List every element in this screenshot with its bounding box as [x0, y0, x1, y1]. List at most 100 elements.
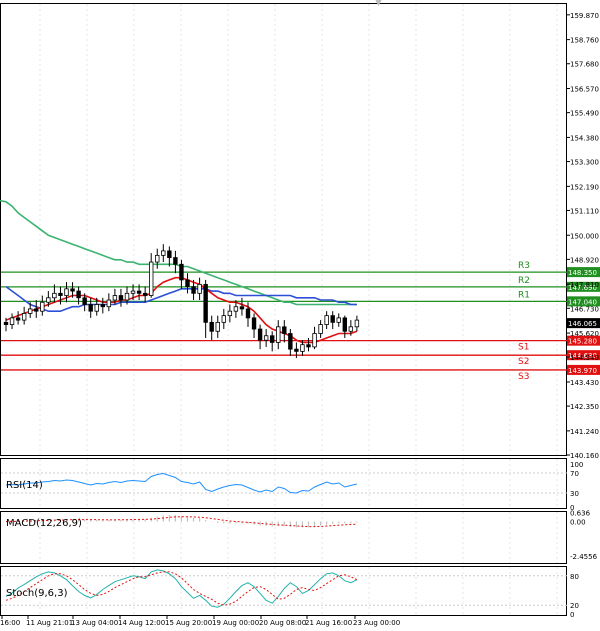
candle-up — [46, 297, 51, 303]
level-tag-S2 — [567, 350, 600, 361]
price-tick-label: 148.920 — [570, 256, 599, 264]
level-tag-S3 — [567, 364, 600, 375]
price-tick-label: 155.490 — [570, 110, 599, 118]
level-tag-text-R3: 148.350 — [568, 269, 597, 277]
current-price-tag — [567, 318, 600, 329]
candle-down — [306, 344, 311, 348]
price-tick-label: 150.000 — [570, 232, 599, 240]
candle-down — [34, 308, 39, 312]
level-name-S1: S1 — [518, 343, 529, 353]
price-tick-label: 147.810 — [570, 281, 599, 289]
level-tag-text-S1: 145.280 — [568, 338, 597, 346]
candle-up — [318, 324, 323, 334]
candle-down — [185, 279, 190, 288]
rsi-line — [5, 472, 358, 494]
candle-up — [221, 315, 226, 323]
level-tag-R2 — [567, 281, 600, 292]
price-tick-label: 142.350 — [570, 403, 599, 411]
level-name-S3: S3 — [518, 372, 529, 382]
candle-down — [82, 297, 87, 305]
candle-down — [167, 250, 172, 258]
x-tick-label: 21 Aug 16:00 — [305, 619, 352, 627]
candle-up — [64, 288, 69, 296]
candle-up — [52, 292, 57, 299]
candle-down — [173, 257, 178, 265]
candle-up — [21, 313, 27, 321]
level-name-R2: R2 — [518, 276, 530, 286]
candle-up — [94, 304, 99, 312]
ma-green-line — [0, 199, 357, 306]
price-tick-label: 156.570 — [570, 86, 599, 94]
price-tick-label: 157.680 — [570, 61, 599, 69]
macd-tick-label: -2.4556 — [570, 553, 598, 561]
chart-panels — [0, 3, 567, 616]
candle-down — [282, 326, 287, 334]
x-tick-label: 16:00 — [0, 619, 20, 627]
stoch-label: Stoch(9,6,3) — [6, 588, 68, 599]
candle-up — [215, 321, 220, 332]
candle-up — [27, 308, 33, 314]
candle-up — [112, 295, 118, 301]
candle-up — [155, 254, 160, 263]
level-name-S2: S2 — [518, 357, 529, 367]
candle-up — [263, 335, 269, 341]
x-tick-label: 14 Aug 12:00 — [118, 619, 165, 627]
level-tag-R1 — [567, 296, 600, 307]
rsi-tick-label: 30 — [570, 490, 579, 498]
price-tick-label: 158.760 — [570, 37, 599, 45]
level-name-R3: R3 — [518, 261, 530, 271]
rsi-indicator: RSI(14) — [1, 472, 567, 494]
candle-down — [136, 290, 142, 294]
candle-up — [130, 290, 136, 294]
candle-down — [203, 283, 208, 323]
level-tag-text-S3: 143.970 — [568, 367, 597, 375]
current-price-text: 146.065 — [568, 320, 597, 328]
candle-up — [40, 301, 45, 312]
candle-down — [269, 335, 275, 343]
candle-up — [324, 315, 329, 325]
x-tick-label: 15 Aug 20:00 — [165, 619, 212, 627]
price-tick-label: 141.240 — [570, 428, 599, 436]
level-tag-R3 — [567, 267, 600, 278]
level-tag-text-S2: 144.630 — [568, 352, 597, 360]
candlesticks — [3, 244, 360, 359]
candle-up — [312, 333, 317, 348]
stochastic-indicator: Stoch(9,6,3) — [1, 569, 567, 608]
candle-down — [76, 290, 81, 299]
stoch-d-line — [5, 571, 358, 606]
candle-up — [227, 310, 233, 317]
x-tick-label: 11 Aug 21:01 — [26, 619, 73, 627]
candle-down — [342, 317, 347, 332]
panel-frame-3 — [0, 566, 567, 616]
candle-up — [233, 306, 239, 312]
level-tag-text-R1: 147.040 — [568, 298, 597, 306]
rsi-label: RSI(14) — [6, 480, 43, 491]
price-tick-label: 153.300 — [570, 159, 599, 167]
candle-down — [294, 348, 299, 352]
macd-label: MACD(12,26,9) — [6, 518, 82, 529]
candle-up — [161, 250, 166, 256]
price-tick-label: 152.190 — [570, 183, 599, 191]
price-tick-label: 159.870 — [570, 12, 599, 20]
candle-down — [142, 292, 148, 296]
panel-frame-0 — [0, 3, 567, 456]
macd-signal-line — [5, 516, 357, 528]
candle-up — [124, 292, 130, 301]
rsi-tick-label: 0 — [570, 504, 574, 512]
candle-down — [288, 333, 293, 350]
price-tick-label: 144.540 — [570, 354, 599, 362]
price-tick-label: 140.160 — [570, 452, 599, 460]
candle-up — [148, 261, 154, 296]
candle-down — [179, 263, 184, 281]
candle-down — [251, 317, 257, 330]
macd-tick-label: 0.636 — [570, 510, 591, 518]
grid-lines — [39, 4, 558, 615]
price-tick-label: 154.380 — [570, 134, 599, 142]
x-tick-label: 23 Aug 00:00 — [353, 619, 400, 627]
candle-down — [118, 295, 124, 301]
macd-indicator: MACD(12,26,9) — [5, 515, 358, 529]
x-tick-label: 20 Aug 08:00 — [259, 619, 306, 627]
candle-up — [276, 326, 281, 343]
rsi-tick-label: 70 — [570, 470, 579, 478]
